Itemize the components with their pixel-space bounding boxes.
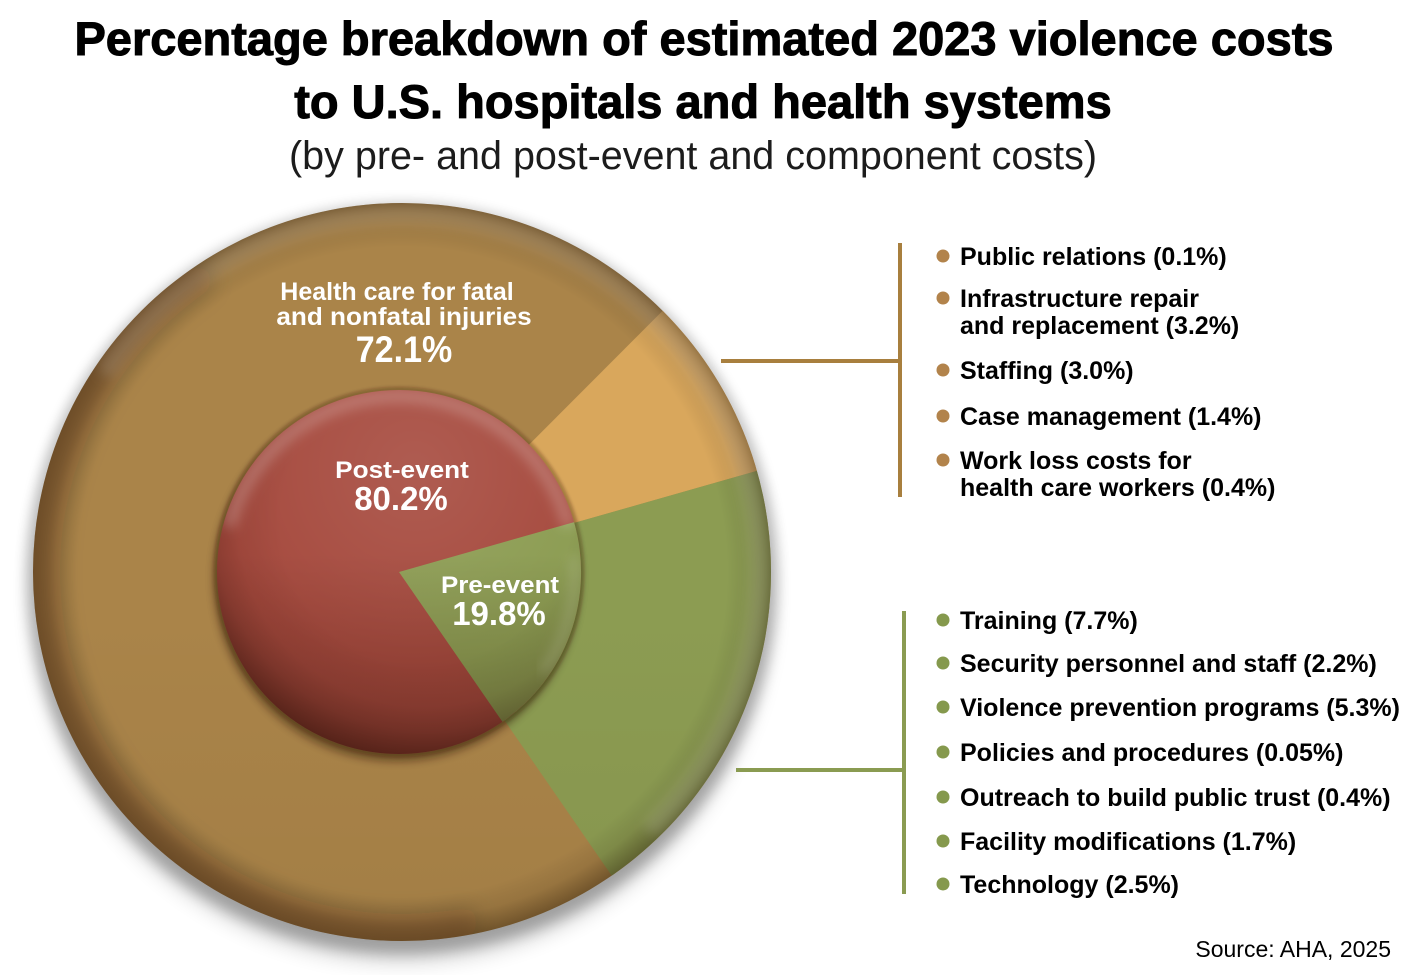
svg-text:Policies and procedures (0.05%: Policies and procedures (0.05%) — [960, 739, 1343, 767]
svg-text:and nonfatal injuries: and nonfatal injuries — [276, 303, 531, 330]
svg-text:to U.S. hospitals and health s: to U.S. hospitals and health systems — [294, 75, 1111, 128]
svg-text:Public relations (0.1%): Public relations (0.1%) — [960, 243, 1227, 271]
svg-text:Pre-event: Pre-event — [441, 572, 560, 599]
svg-text:Facility modifications (1.7%): Facility modifications (1.7%) — [960, 828, 1296, 856]
svg-text:Percentage breakdown of estima: Percentage breakdown of estimated 2023 v… — [74, 12, 1333, 65]
svg-text:72.1%: 72.1% — [356, 329, 453, 371]
svg-text:health care workers (0.4%): health care workers (0.4%) — [960, 474, 1275, 502]
svg-text:Training (7.7%): Training (7.7%) — [960, 607, 1138, 635]
svg-text:Technology (2.5%): Technology (2.5%) — [960, 871, 1179, 899]
svg-text:Health care for fatal: Health care for fatal — [280, 278, 513, 306]
svg-text:Post-event: Post-event — [335, 457, 469, 484]
svg-text:Security personnel and staff (: Security personnel and staff (2.2%) — [960, 650, 1377, 678]
svg-text:Case management (1.4%): Case management (1.4%) — [960, 403, 1262, 431]
svg-text:Staffing (3.0%): Staffing (3.0%) — [960, 357, 1134, 385]
svg-text:Violence prevention programs (: Violence prevention programs (5.3%) — [960, 694, 1400, 722]
svg-text:80.2%: 80.2% — [354, 480, 448, 517]
svg-text:(by pre- and post-event and co: (by pre- and post-event and component co… — [289, 134, 1097, 178]
svg-text:Work loss costs for: Work loss costs for — [960, 447, 1192, 475]
svg-text:and replacement (3.2%): and replacement (3.2%) — [960, 312, 1239, 340]
svg-text:Source: AHA, 2025: Source: AHA, 2025 — [1195, 936, 1391, 962]
svg-text:19.8%: 19.8% — [452, 595, 546, 632]
svg-text:Infrastructure repair: Infrastructure repair — [960, 285, 1199, 313]
svg-text:Outreach to build public trust: Outreach to build public trust (0.4%) — [960, 784, 1391, 812]
